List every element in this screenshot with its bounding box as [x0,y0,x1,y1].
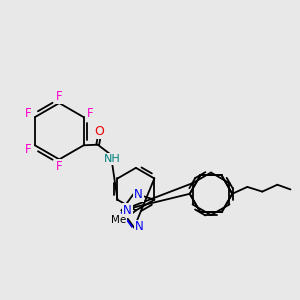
Text: Me: Me [111,215,127,225]
Text: NH: NH [104,154,121,164]
Text: F: F [25,142,32,156]
Text: N: N [134,188,143,201]
Text: F: F [56,90,63,103]
Text: N: N [123,204,132,217]
Text: F: F [56,160,63,173]
Text: N: N [135,220,143,233]
Text: F: F [87,107,93,120]
Text: O: O [95,125,104,138]
Text: F: F [25,107,32,120]
